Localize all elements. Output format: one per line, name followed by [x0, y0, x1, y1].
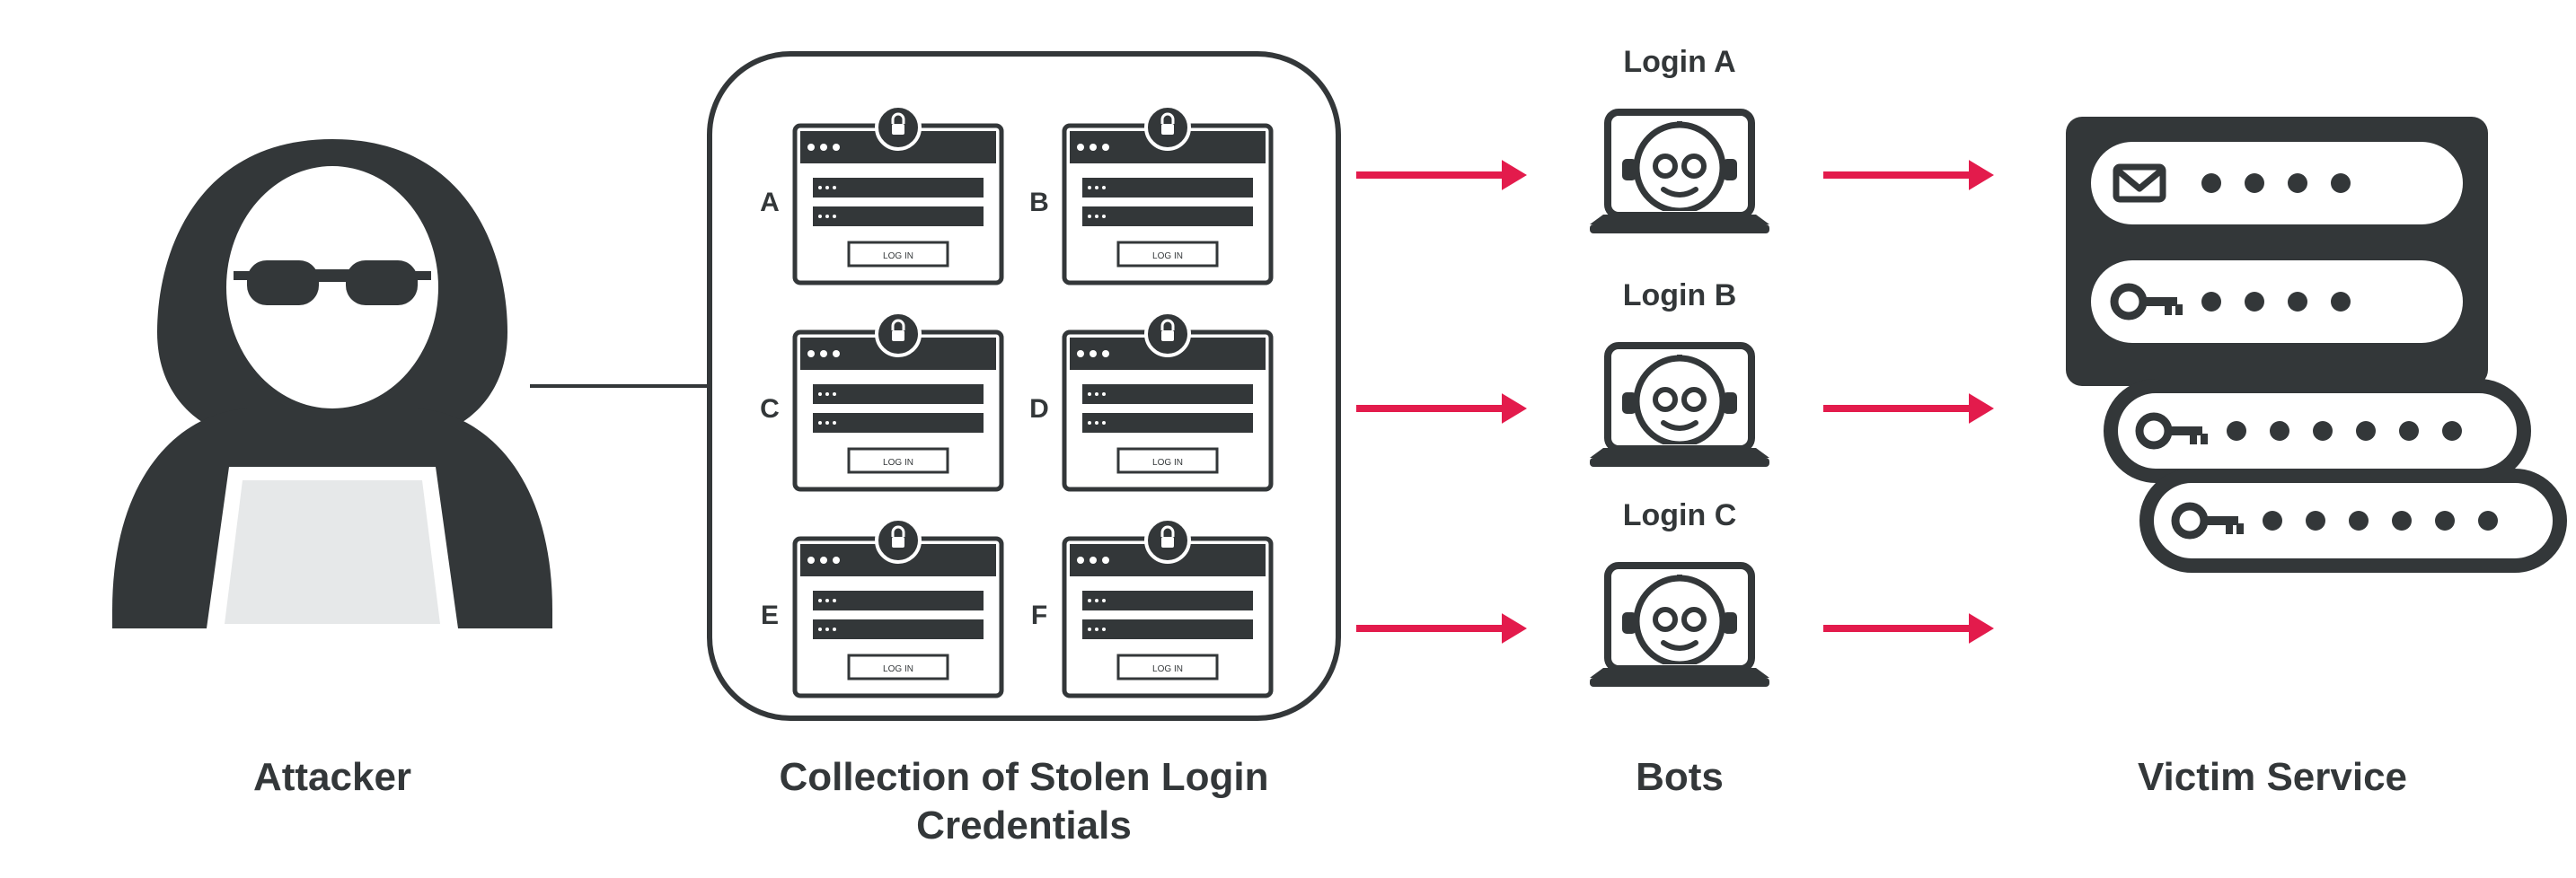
svg-text:Login C: Login C	[1623, 498, 1737, 532]
svg-text:F: F	[1031, 601, 1047, 630]
svg-text:LOG IN: LOG IN	[883, 251, 913, 261]
flow-arrow	[1356, 393, 1527, 424]
credential-card: B LOG IN	[1029, 106, 1271, 283]
svg-text:LOG IN: LOG IN	[883, 664, 913, 674]
label-attacker: Attacker	[253, 755, 411, 799]
credential-card: A LOG IN	[760, 106, 1001, 283]
credential-card: E LOG IN	[761, 519, 1001, 696]
flow-arrow	[1356, 613, 1527, 644]
svg-text:B: B	[1029, 188, 1049, 217]
victim-service-icon	[2066, 117, 2560, 566]
svg-text:C: C	[760, 394, 780, 424]
svg-text:LOG IN: LOG IN	[883, 458, 913, 468]
bot-icon	[1590, 105, 1769, 233]
credential-card: F LOG IN	[1031, 519, 1271, 696]
bot-icon	[1590, 338, 1769, 467]
svg-text:Login A: Login A	[1623, 45, 1735, 79]
attacker-icon	[112, 139, 552, 628]
bot-icon	[1590, 558, 1769, 687]
svg-text:A: A	[760, 188, 780, 217]
label-credentials: Collection of Stolen Login	[779, 755, 1268, 799]
flow-arrow	[1356, 160, 1527, 190]
svg-text:E: E	[761, 601, 779, 630]
svg-text:D: D	[1029, 394, 1049, 424]
flow-arrow	[1823, 393, 1994, 424]
credential-card: C LOG IN	[760, 312, 1001, 489]
svg-text:LOG IN: LOG IN	[1152, 458, 1183, 468]
label-bots: Bots	[1636, 755, 1724, 799]
label-victim: Victim Service	[2138, 755, 2407, 799]
svg-text:Credentials: Credentials	[916, 803, 1132, 847]
svg-text:LOG IN: LOG IN	[1152, 251, 1183, 261]
flow-arrow	[1823, 613, 1994, 644]
svg-text:LOG IN: LOG IN	[1152, 664, 1183, 674]
flow-arrow	[1823, 160, 1994, 190]
credential-card: D LOG IN	[1029, 312, 1271, 489]
svg-text:Login B: Login B	[1623, 278, 1737, 312]
